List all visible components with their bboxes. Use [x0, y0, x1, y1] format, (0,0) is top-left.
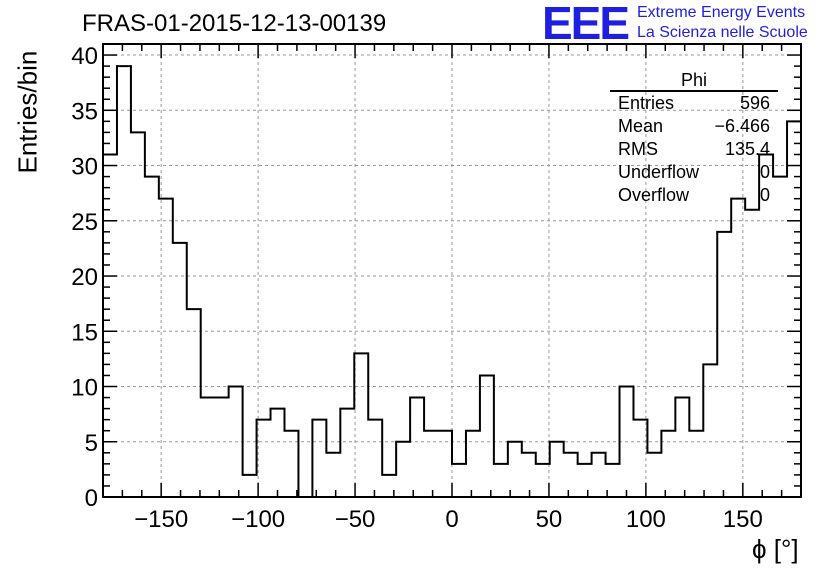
histogram-bin	[438, 431, 452, 497]
histogram-bin	[201, 398, 215, 497]
histogram-bin	[647, 453, 661, 497]
x-tick-label: 0	[445, 506, 458, 533]
histogram-bin	[578, 464, 592, 497]
eee-logo: EEE	[542, 0, 630, 49]
x-tick-label: 50	[536, 506, 563, 533]
histogram-bin	[480, 375, 494, 497]
histogram-bin	[410, 398, 424, 497]
histogram-bin	[452, 464, 466, 497]
histogram-bin	[703, 364, 717, 497]
histogram-bin	[284, 431, 298, 497]
y-tick-label: 10	[71, 375, 98, 402]
x-axis-label: ϕ [°]	[752, 534, 799, 564]
histogram-bin	[243, 475, 257, 497]
axis-ticks	[102, 43, 802, 498]
y-tick-label: 25	[71, 209, 98, 236]
logo-line-2: La Scienza nelle Scuole	[637, 24, 808, 41]
histogram-bin	[103, 154, 117, 497]
y-axis-label: Entries/bin	[12, 50, 43, 174]
histogram-bin	[508, 442, 522, 497]
histogram-bin	[717, 232, 731, 497]
stats-title: Phi	[610, 70, 778, 92]
stats-box: Phi Entries 596 Mean −6.466 RMS 135.4 Under…	[610, 70, 778, 207]
stats-row-mean: Mean −6.466	[618, 116, 770, 136]
chart-title: FRAS-01-2015-12-13-00139	[82, 10, 387, 37]
histogram-bin	[661, 431, 675, 497]
histogram-bin	[271, 409, 285, 497]
histogram-bin	[215, 398, 229, 497]
histogram-bin	[340, 409, 354, 497]
histogram-bin	[522, 453, 536, 497]
histogram-bin	[424, 431, 438, 497]
x-tick-label: 150	[723, 506, 763, 533]
histogram-bin	[675, 398, 689, 497]
histogram-bin	[187, 309, 201, 497]
histogram-bin	[354, 353, 368, 497]
logo-line-1: Extreme Energy Events	[637, 4, 806, 21]
histogram-bin	[466, 431, 480, 497]
histogram-bin	[117, 66, 131, 497]
y-tick-label: 15	[71, 319, 98, 346]
histogram-bin	[564, 453, 578, 497]
stats-row-entries: Entries 596	[618, 93, 770, 113]
histogram-bin	[592, 453, 606, 497]
histogram-bin	[326, 453, 340, 497]
y-tick-label: 30	[71, 154, 98, 181]
histogram-bin	[131, 132, 145, 497]
x-tick-label: −100	[231, 506, 285, 533]
stats-row-overflow: Overflow 0	[618, 185, 770, 205]
y-tick-label: 20	[71, 264, 98, 291]
histogram-bin	[145, 177, 159, 497]
histogram-outline	[102, 65, 802, 498]
stats-row-rms: RMS 135.4	[618, 139, 770, 159]
x-tick-label: −50	[335, 506, 376, 533]
histogram-bin	[396, 442, 410, 497]
tick-labels: −150 −100 −50 0 50 100 150 0 5 10 15 20 25 30 35 40	[71, 43, 763, 533]
histogram-bin	[173, 243, 187, 497]
stats-row-underflow: Underflow 0	[618, 162, 770, 182]
histogram-bin	[745, 210, 759, 497]
y-tick-label: 35	[71, 98, 98, 125]
x-tick-label: −150	[134, 506, 188, 533]
histogram-bin	[773, 177, 787, 497]
y-tick-label: 40	[71, 43, 98, 70]
histogram-bin	[368, 420, 382, 497]
y-tick-label: 5	[85, 430, 98, 457]
histogram-bin	[550, 442, 564, 497]
histogram-bin	[689, 431, 703, 497]
y-tick-label: 0	[85, 485, 98, 512]
x-tick-label: 100	[626, 506, 666, 533]
histogram-bin	[312, 420, 326, 497]
histogram-bin	[494, 464, 508, 497]
histogram-bin	[536, 464, 550, 497]
